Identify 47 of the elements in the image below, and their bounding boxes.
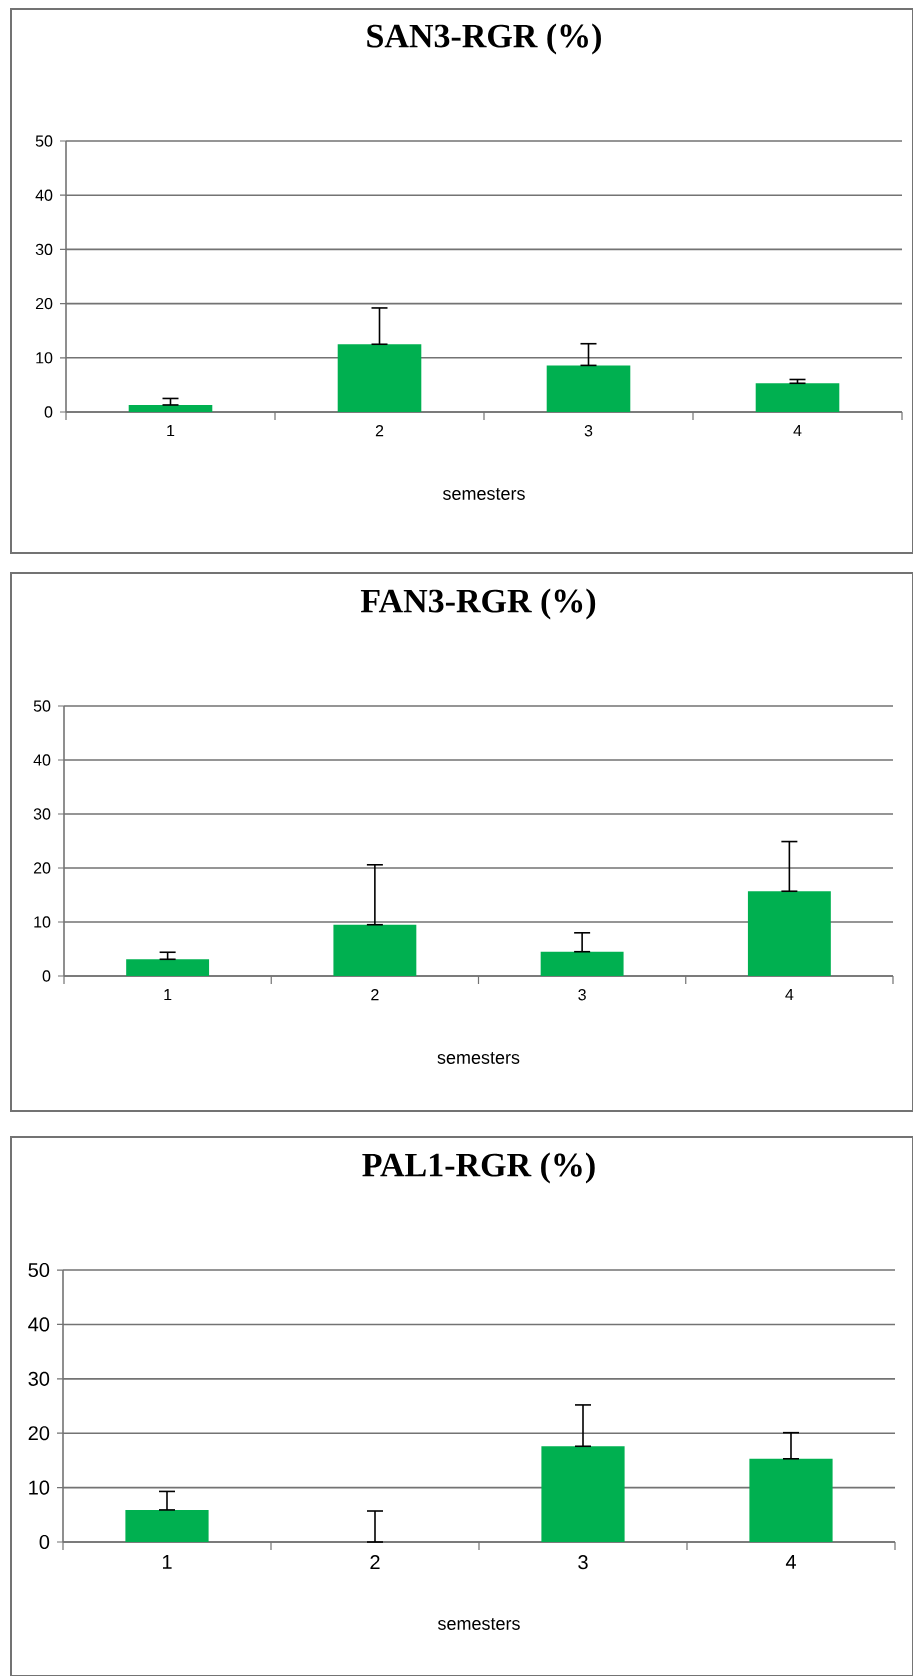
bar [125, 1509, 209, 1543]
chart-title: PAL1-RGR (%) [362, 1152, 595, 1184]
bar [755, 383, 840, 413]
y-tick-label: 10 [29, 1480, 50, 1495]
x-axis-title: semesters [437, 1052, 520, 1064]
x-axis-title: semesters [437, 1618, 520, 1630]
x-tick-label: 4 [793, 425, 802, 437]
x-tick-label: 4 [785, 989, 794, 1001]
x-tick-label: 1 [162, 1555, 172, 1569]
y-tick-label: 0 [44, 406, 53, 418]
bar [546, 365, 631, 413]
y-tick-label: 50 [33, 700, 51, 712]
y-tick-label: 40 [33, 754, 51, 766]
y-tick-label: 40 [28, 1317, 50, 1332]
x-tick-label: 1 [164, 989, 172, 1001]
y-tick-label: 10 [34, 916, 51, 928]
x-tick-label: 2 [370, 1555, 380, 1570]
y-tick-label: 20 [35, 297, 53, 310]
y-tick-label: 30 [33, 808, 51, 820]
y-tick-label: 0 [42, 970, 51, 982]
y-tick-label: 30 [35, 243, 53, 256]
y-tick-label: 50 [35, 135, 53, 147]
y-tick-label: 30 [28, 1371, 50, 1386]
x-tick-label: 3 [584, 425, 593, 437]
y-tick-label: 40 [35, 189, 53, 201]
x-tick-label: 1 [167, 425, 175, 437]
x-tick-label: 2 [375, 425, 384, 437]
bar [126, 959, 210, 977]
bar [333, 924, 417, 977]
bar [747, 891, 831, 977]
x-tick-label: 3 [578, 989, 586, 1001]
y-tick-label: 50 [28, 1262, 50, 1278]
x-tick-label: 2 [371, 989, 379, 1001]
x-axis-title: semesters [442, 488, 525, 500]
x-tick-label: 3 [578, 1555, 588, 1570]
chart-title: FAN3-RGR (%) [360, 588, 596, 620]
bar [541, 1446, 625, 1543]
x-tick-label: 4 [785, 1555, 796, 1569]
bar [337, 344, 422, 413]
y-tick-label: 10 [36, 352, 53, 364]
y-tick-label: 20 [28, 1426, 50, 1441]
bar [540, 951, 624, 977]
bar [749, 1458, 833, 1543]
bar [128, 404, 213, 413]
y-tick-label: 0 [39, 1534, 50, 1550]
chart-title: SAN3-RGR (%) [367, 23, 601, 55]
y-tick-label: 20 [33, 862, 51, 874]
